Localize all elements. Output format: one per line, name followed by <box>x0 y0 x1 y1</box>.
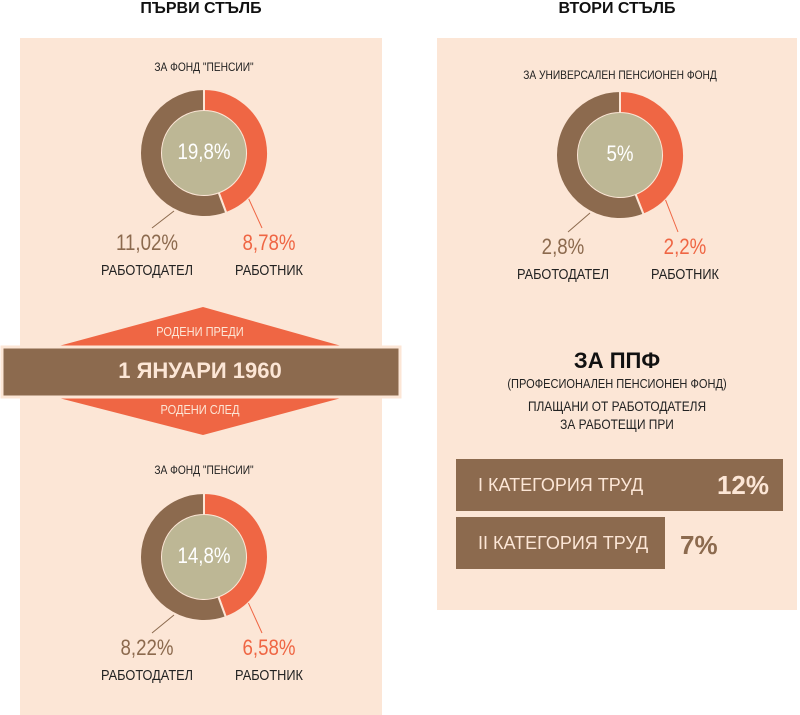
ppf-subtitle: (ПРОФЕСИОНАЛЕН ПЕНСИОНЕН ФОНД) <box>507 376 727 391</box>
employer-leader-line <box>151 614 175 634</box>
ppf-line2: ЗА РАБОТЕЩИ ПРИ <box>560 416 674 432</box>
date-label: 1 ЯНУАРИ 1960 <box>118 358 282 383</box>
first-pillar-title: ПЪРВИ СТЪЛБ <box>140 0 262 17</box>
donut-total: 5% <box>606 141 634 166</box>
employer-label: РАБОТОДАТЕЛ <box>101 667 193 684</box>
center-circle <box>162 515 246 599</box>
employer-value: 11,02% <box>115 230 179 255</box>
arrow-up <box>55 307 345 347</box>
employer-leader-line <box>151 210 175 229</box>
ribbon-arrows <box>0 307 402 435</box>
worker-value: 6,58% <box>242 635 296 660</box>
center-circle <box>162 111 246 195</box>
employer-value: 8,22% <box>120 635 174 660</box>
worker-leader-line <box>247 602 263 634</box>
category-2-bar: II КАТЕГОРИЯ ТРУД <box>456 517 665 569</box>
donut-total: 14,8% <box>177 543 231 568</box>
employer-label: РАБОТОДАТЕЛ <box>101 262 193 279</box>
employer-value: 2,8% <box>541 234 585 259</box>
second-pillar-title: ВТОРИ СТЪЛБ <box>558 0 676 17</box>
worker-label: РАБОТНИК <box>235 262 303 279</box>
donut-title: ЗА ФОНД "ПЕНСИИ" <box>154 60 254 74</box>
arrow-down <box>55 397 345 435</box>
worker-value: 2,2% <box>663 234 707 259</box>
born-before-label: РОДЕНИ ПРЕДИ <box>156 324 244 339</box>
donut-title: ЗА ФОНД "ПЕНСИИ" <box>154 463 254 477</box>
category-1-value: 12% <box>716 469 769 500</box>
employer-leader-line <box>567 212 591 233</box>
born-after-label: РОДЕНИ СЛЕД <box>160 402 240 417</box>
category-2-label: II КАТЕГОРИЯ ТРУД <box>478 532 649 553</box>
worker-value: 8,78% <box>242 230 296 255</box>
category-2-value: 7% <box>680 530 718 560</box>
category-1-label: I КАТЕГОРИЯ ТРУД <box>478 474 644 495</box>
worker-label: РАБОТНИК <box>235 667 303 684</box>
date-band <box>0 345 402 399</box>
worker-leader-line <box>248 198 263 229</box>
donut-total: 19,8% <box>177 139 231 164</box>
employer-label: РАБОТОДАТЕЛ <box>517 266 609 283</box>
category-1-bar: I КАТЕГОРИЯ ТРУД 12% <box>456 459 783 511</box>
center-circle <box>578 113 662 197</box>
worker-leader-line <box>665 199 679 233</box>
ppf-title: ЗА ППФ <box>573 348 661 373</box>
ppf-line1: ПЛАЩАНИ ОТ РАБОТОДАТЕЛЯ <box>527 398 707 414</box>
donut-title: ЗА УНИВЕРСАЛЕН ПЕНСИОНЕН ФОНД <box>523 68 717 82</box>
worker-label: РАБОТНИК <box>651 266 719 283</box>
